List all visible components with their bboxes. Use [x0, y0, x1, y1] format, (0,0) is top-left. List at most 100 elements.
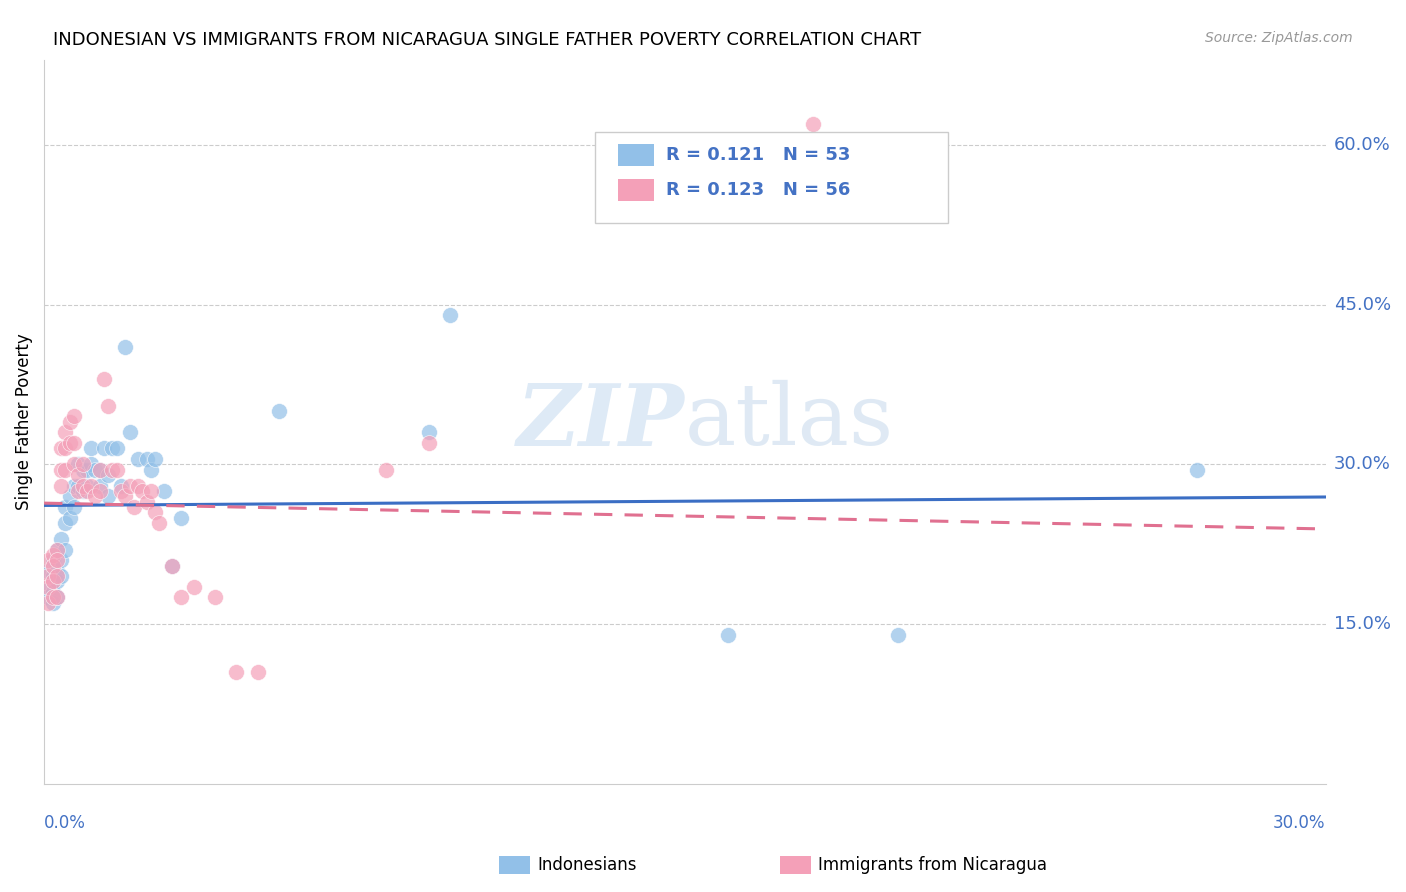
Point: [45, 569, 67, 583]
Point: [101, 463, 124, 477]
Point: [170, 510, 193, 524]
Point: [374, 463, 396, 477]
Point: [59, 415, 82, 429]
Point: [418, 436, 440, 450]
Point: [55, 500, 77, 514]
Point: [143, 505, 166, 519]
Point: [41, 553, 63, 567]
Point: [51, 478, 73, 492]
Point: [55, 442, 77, 456]
Point: [45, 542, 67, 557]
Point: [101, 442, 124, 456]
Point: [37, 580, 59, 594]
Point: [72, 463, 94, 477]
Point: [59, 510, 82, 524]
Text: Immigrants from Nicaragua: Immigrants from Nicaragua: [818, 856, 1047, 874]
Point: [127, 478, 149, 492]
Point: [55, 542, 77, 557]
Point: [41, 574, 63, 589]
Point: [41, 585, 63, 599]
Bar: [619, 179, 654, 201]
Text: 45.0%: 45.0%: [1334, 295, 1391, 314]
Point: [93, 372, 115, 386]
Point: [45, 553, 67, 567]
Point: [45, 591, 67, 605]
Point: [45, 564, 67, 578]
Point: [76, 478, 98, 492]
Point: [55, 516, 77, 530]
Point: [45, 591, 67, 605]
Point: [97, 489, 120, 503]
Point: [59, 436, 82, 450]
Point: [1187, 463, 1209, 477]
Point: [418, 425, 440, 440]
Point: [225, 665, 247, 679]
Point: [37, 569, 59, 583]
Point: [45, 542, 67, 557]
Point: [118, 425, 141, 440]
Point: [41, 591, 63, 605]
Point: [55, 463, 77, 477]
Bar: [619, 145, 654, 166]
Point: [51, 442, 73, 456]
Point: [110, 483, 132, 498]
Point: [76, 463, 98, 477]
Point: [131, 483, 153, 498]
Point: [267, 404, 290, 418]
Point: [63, 409, 86, 424]
FancyBboxPatch shape: [595, 132, 948, 223]
Point: [152, 483, 174, 498]
Point: [41, 596, 63, 610]
Point: [89, 463, 111, 477]
Point: [37, 580, 59, 594]
Point: [93, 442, 115, 456]
Point: [37, 553, 59, 567]
Point: [45, 574, 67, 589]
Point: [51, 532, 73, 546]
Point: [139, 483, 162, 498]
Point: [80, 442, 103, 456]
Text: INDONESIAN VS IMMIGRANTS FROM NICARAGUA SINGLE FATHER POVERTY CORRELATION CHART: INDONESIAN VS IMMIGRANTS FROM NICARAGUA …: [53, 31, 921, 49]
Text: 60.0%: 60.0%: [1334, 136, 1391, 153]
Point: [67, 467, 90, 482]
Point: [51, 553, 73, 567]
Point: [127, 452, 149, 467]
Point: [716, 628, 738, 642]
Point: [148, 516, 170, 530]
Y-axis label: Single Father Poverty: Single Father Poverty: [15, 334, 32, 510]
Point: [170, 591, 193, 605]
Point: [246, 665, 269, 679]
Point: [41, 569, 63, 583]
Text: ZIP: ZIP: [517, 380, 685, 464]
Text: R = 0.121   N = 53: R = 0.121 N = 53: [665, 146, 851, 164]
Text: 30.0%: 30.0%: [1272, 814, 1326, 832]
Point: [439, 308, 461, 322]
Point: [114, 489, 136, 503]
Point: [97, 467, 120, 482]
Point: [63, 478, 86, 492]
Text: Indonesians: Indonesians: [537, 856, 637, 874]
Point: [118, 478, 141, 492]
Point: [59, 489, 82, 503]
Point: [37, 591, 59, 605]
Point: [72, 478, 94, 492]
Point: [67, 483, 90, 498]
Point: [80, 478, 103, 492]
Point: [204, 591, 226, 605]
Point: [41, 548, 63, 562]
Point: [162, 558, 184, 573]
Point: [135, 494, 157, 508]
Point: [67, 478, 90, 492]
Point: [84, 489, 107, 503]
Point: [110, 478, 132, 492]
Text: R = 0.123   N = 56: R = 0.123 N = 56: [665, 181, 851, 199]
Point: [114, 340, 136, 354]
Point: [63, 458, 86, 472]
Point: [63, 436, 86, 450]
Point: [41, 558, 63, 573]
Text: 0.0%: 0.0%: [44, 814, 86, 832]
Point: [887, 628, 910, 642]
Point: [51, 569, 73, 583]
Point: [143, 452, 166, 467]
Point: [162, 558, 184, 573]
